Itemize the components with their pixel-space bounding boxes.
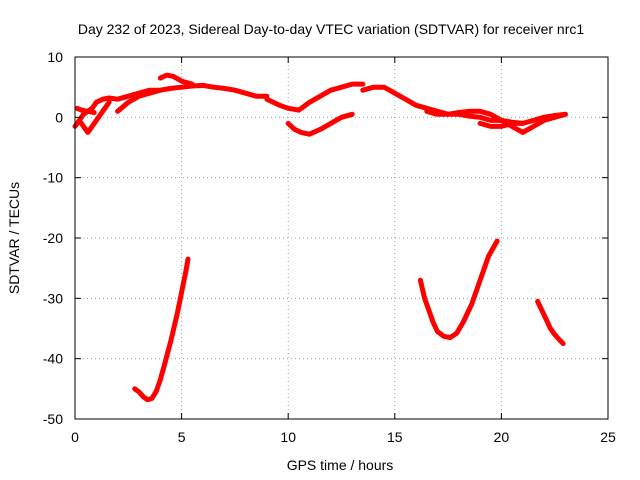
trace-13 <box>535 298 566 347</box>
axis-ticks <box>74 56 609 420</box>
y-tick-label: -40 <box>43 351 63 367</box>
y-tick-label: -50 <box>43 411 63 427</box>
trace-9 <box>424 108 568 135</box>
x-tick-label: 0 <box>71 429 79 445</box>
x-axis-label: GPS time / hours <box>287 457 394 473</box>
trace-7 <box>285 111 355 137</box>
y-tick-label: -30 <box>43 290 63 306</box>
y-tick-label: -20 <box>43 230 63 246</box>
data-series <box>72 72 568 403</box>
trace-12 <box>417 238 500 341</box>
x-tick-label: 10 <box>280 429 296 445</box>
trace-3 <box>74 105 97 115</box>
trace-6 <box>264 81 366 113</box>
x-tick-label: 25 <box>600 429 616 445</box>
trace-2 <box>76 99 112 135</box>
trace-4 <box>115 87 163 114</box>
plot-frame <box>74 56 609 420</box>
trace-10 <box>477 111 568 129</box>
trace-5 <box>157 72 195 87</box>
y-axis-label: SDTVAR / TECUs <box>6 182 22 294</box>
trace-11 <box>132 256 191 403</box>
grid-lines <box>75 57 608 419</box>
x-tick-label: 15 <box>387 429 403 445</box>
chart-title: Day 232 of 2023, Sidereal Day-to-day VTE… <box>78 21 584 37</box>
x-tick-label: 5 <box>178 429 186 445</box>
y-tick-label: -10 <box>43 170 63 186</box>
tick-labels: 0 5 10 15 20 25 10 0 -10 -20 -30 -40 -50 <box>43 49 616 445</box>
y-tick-label: 10 <box>47 49 63 65</box>
y-tick-label: 0 <box>55 109 63 125</box>
x-tick-label: 20 <box>494 429 510 445</box>
